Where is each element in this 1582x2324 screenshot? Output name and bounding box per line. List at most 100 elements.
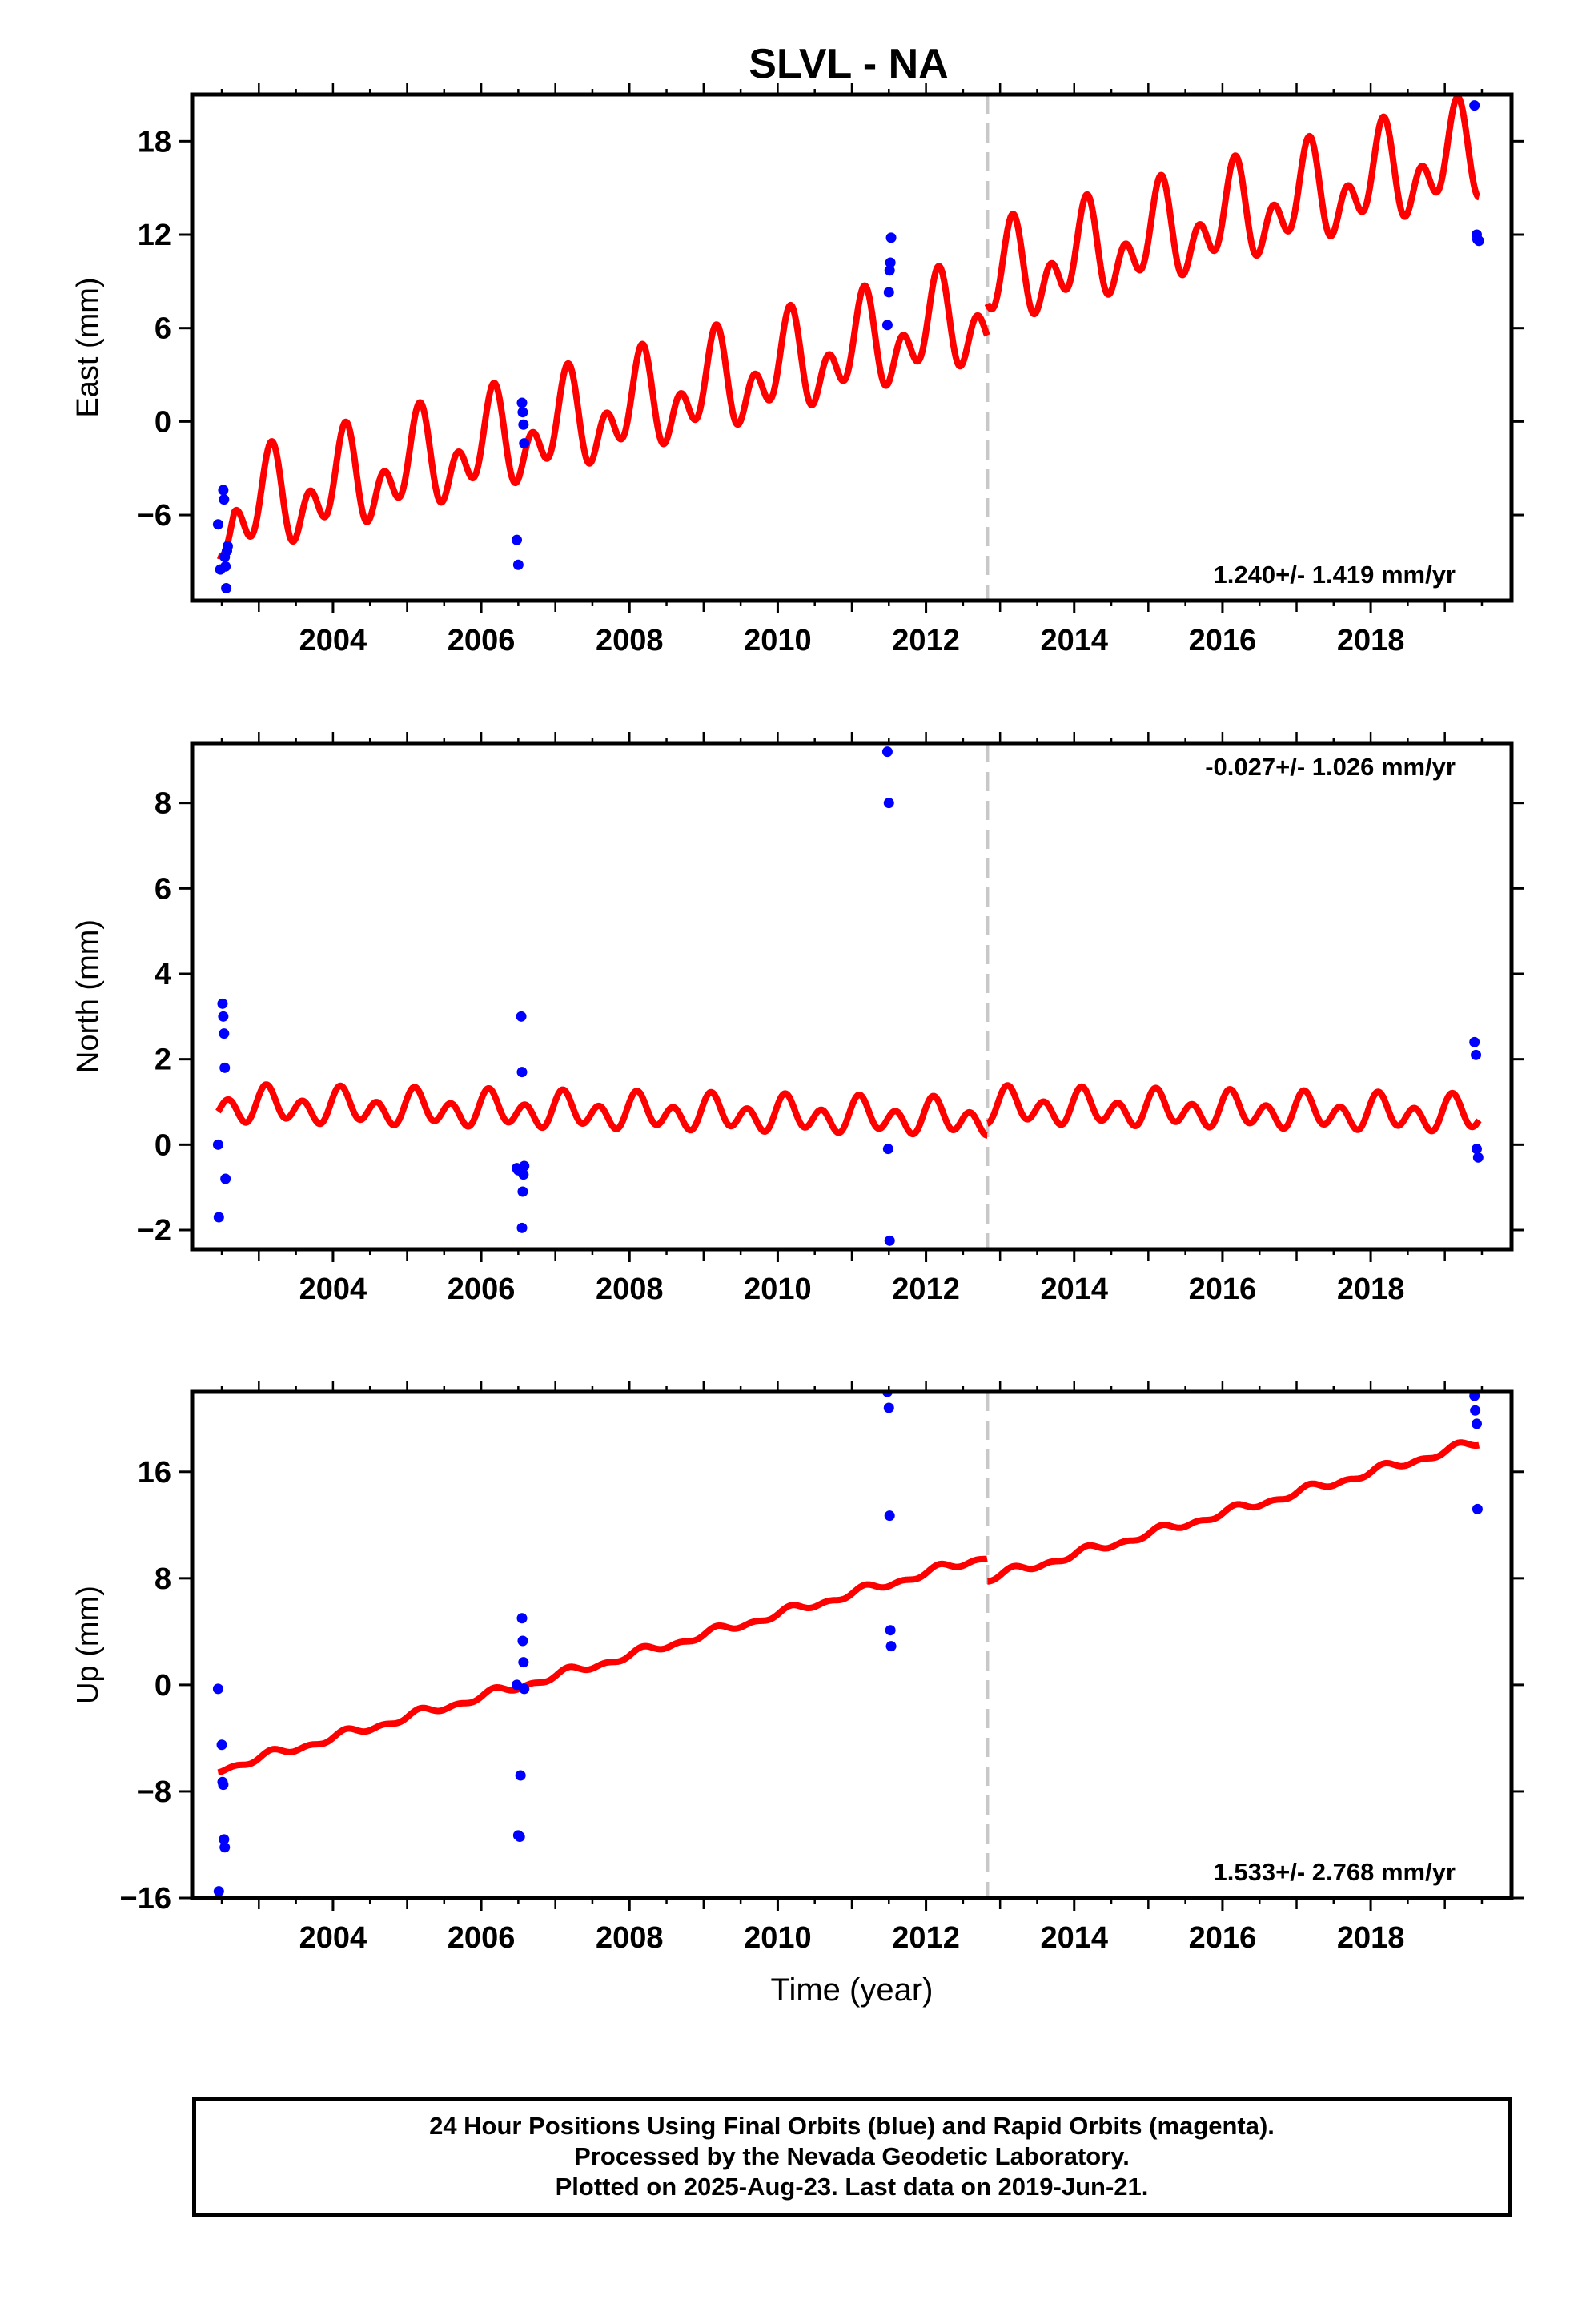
footer-line-3: Plotted on 2025-Aug-23. Last data on 201… (555, 2173, 1149, 2201)
velocity-label: -0.027+/- 1.026 mm/yr (1205, 753, 1456, 781)
data-point (881, 320, 893, 331)
data-point (516, 1011, 527, 1022)
data-point (883, 287, 894, 298)
x-tick-label: 2016 (1189, 624, 1257, 657)
x-tick-label: 2012 (892, 1273, 960, 1306)
data-point (884, 265, 895, 276)
plot-area (212, 743, 1484, 1249)
x-tick-label: 2014 (1040, 1273, 1108, 1306)
x-tick-label: 2010 (744, 1921, 812, 1955)
data-point (1469, 1392, 1480, 1401)
x-tick-label: 2004 (299, 624, 367, 657)
data-point (219, 1062, 231, 1073)
y-tick-label: 6 (155, 872, 171, 906)
x-tick-label: 2008 (596, 624, 664, 657)
x-tick-label: 2004 (299, 1921, 367, 1955)
x-axis-label: Time (year) (771, 1972, 934, 2008)
data-point (218, 485, 229, 496)
plot-frame (190, 92, 1514, 603)
model-curve (215, 94, 1482, 560)
data-point (1471, 1144, 1482, 1155)
x-tick-label: 2010 (744, 624, 812, 657)
y-tick-label: 8 (155, 787, 171, 821)
data-point (515, 1770, 526, 1781)
x-tick-label: 2006 (448, 1273, 516, 1306)
data-point (220, 561, 231, 572)
chart-title: SLVL - NA (749, 41, 948, 87)
x-tick-label: 2010 (744, 1273, 812, 1306)
y-tick-label: 12 (138, 219, 171, 252)
y-tick-label: 2 (155, 1043, 171, 1077)
x-tick-label: 2008 (596, 1273, 664, 1306)
y-tick-label: 0 (155, 1669, 171, 1703)
data-point (221, 582, 232, 593)
data-point (213, 1886, 224, 1897)
data-point (1471, 1418, 1482, 1429)
y-tick-label: 8 (155, 1562, 171, 1596)
data-point (516, 1613, 528, 1624)
data-point (218, 1011, 229, 1022)
data-point (883, 798, 894, 809)
y-tick-label: 18 (138, 125, 171, 159)
data-point (213, 1212, 224, 1223)
data-point (220, 1173, 231, 1184)
x-tick-label: 2012 (892, 1921, 960, 1955)
y-tick-label: −8 (137, 1775, 171, 1809)
data-point (219, 1028, 230, 1039)
y-tick-label: 6 (155, 312, 171, 346)
x-tick-label: 2014 (1040, 624, 1108, 657)
data-point (1469, 1036, 1480, 1047)
data-point (517, 407, 528, 418)
y-tick-label: 4 (155, 958, 171, 991)
data-point (1469, 100, 1480, 111)
velocity-label: 1.240+/- 1.419 mm/yr (1214, 561, 1456, 589)
x-tick-label: 2018 (1337, 1273, 1405, 1306)
plot-area (212, 1392, 1483, 1898)
data-point (883, 1402, 894, 1413)
x-tick-label: 2004 (299, 1273, 367, 1306)
y-axis-label: North (mm) (71, 919, 105, 1073)
data-point (1472, 1503, 1483, 1514)
x-tick-label: 2006 (448, 1921, 516, 1955)
data-point (516, 1067, 528, 1078)
y-tick-label: −16 (120, 1882, 171, 1916)
x-tick-label: 2016 (1189, 1273, 1257, 1306)
x-tick-label: 2006 (448, 624, 516, 657)
y-tick-label: 0 (155, 405, 171, 439)
data-point (217, 998, 228, 1009)
data-point (885, 257, 896, 268)
data-point (1471, 1049, 1482, 1060)
data-point (882, 1144, 893, 1155)
data-point (519, 438, 530, 449)
plot-area (212, 94, 1484, 601)
x-tick-label: 2012 (892, 624, 960, 657)
footer-line-2: Processed by the Nevada Geodetic Laborat… (574, 2142, 1130, 2170)
data-point (519, 1683, 530, 1695)
data-point (219, 1842, 231, 1853)
data-point (516, 1222, 528, 1233)
data-point (517, 1635, 528, 1647)
data-point (516, 397, 528, 408)
velocity-label: 1.533+/- 2.768 mm/yr (1214, 1858, 1456, 1886)
data-point (512, 559, 524, 570)
y-axis-label: East (mm) (71, 277, 105, 417)
data-point (518, 419, 529, 430)
data-point (212, 519, 223, 530)
data-point (216, 1739, 227, 1751)
data-point (885, 1641, 897, 1652)
data-point (1472, 1152, 1484, 1163)
data-point (884, 1510, 895, 1522)
x-tick-label: 2018 (1337, 1921, 1405, 1955)
data-point (512, 534, 523, 545)
x-tick-label: 2008 (596, 1921, 664, 1955)
data-point (222, 541, 233, 552)
x-tick-label: 2014 (1040, 1921, 1108, 1955)
model-curve (215, 1081, 1482, 1139)
plot-frame (190, 741, 1514, 1252)
x-tick-label: 2018 (1337, 624, 1405, 657)
data-point (212, 1683, 223, 1695)
y-tick-label: −6 (137, 499, 171, 533)
y-tick-label: −2 (137, 1214, 171, 1248)
data-point (212, 1139, 223, 1150)
